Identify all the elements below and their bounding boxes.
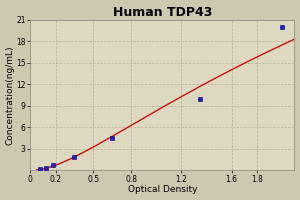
Point	[280, 25, 284, 28]
Title: Human TDP43: Human TDP43	[113, 6, 212, 19]
Point	[43, 167, 48, 170]
X-axis label: Optical Density: Optical Density	[128, 185, 197, 194]
Point	[72, 156, 77, 159]
Point	[198, 97, 203, 100]
Y-axis label: Concentration(ng/mL): Concentration(ng/mL)	[6, 45, 15, 145]
Point	[51, 164, 56, 167]
Point	[38, 168, 43, 171]
Point	[110, 136, 115, 140]
